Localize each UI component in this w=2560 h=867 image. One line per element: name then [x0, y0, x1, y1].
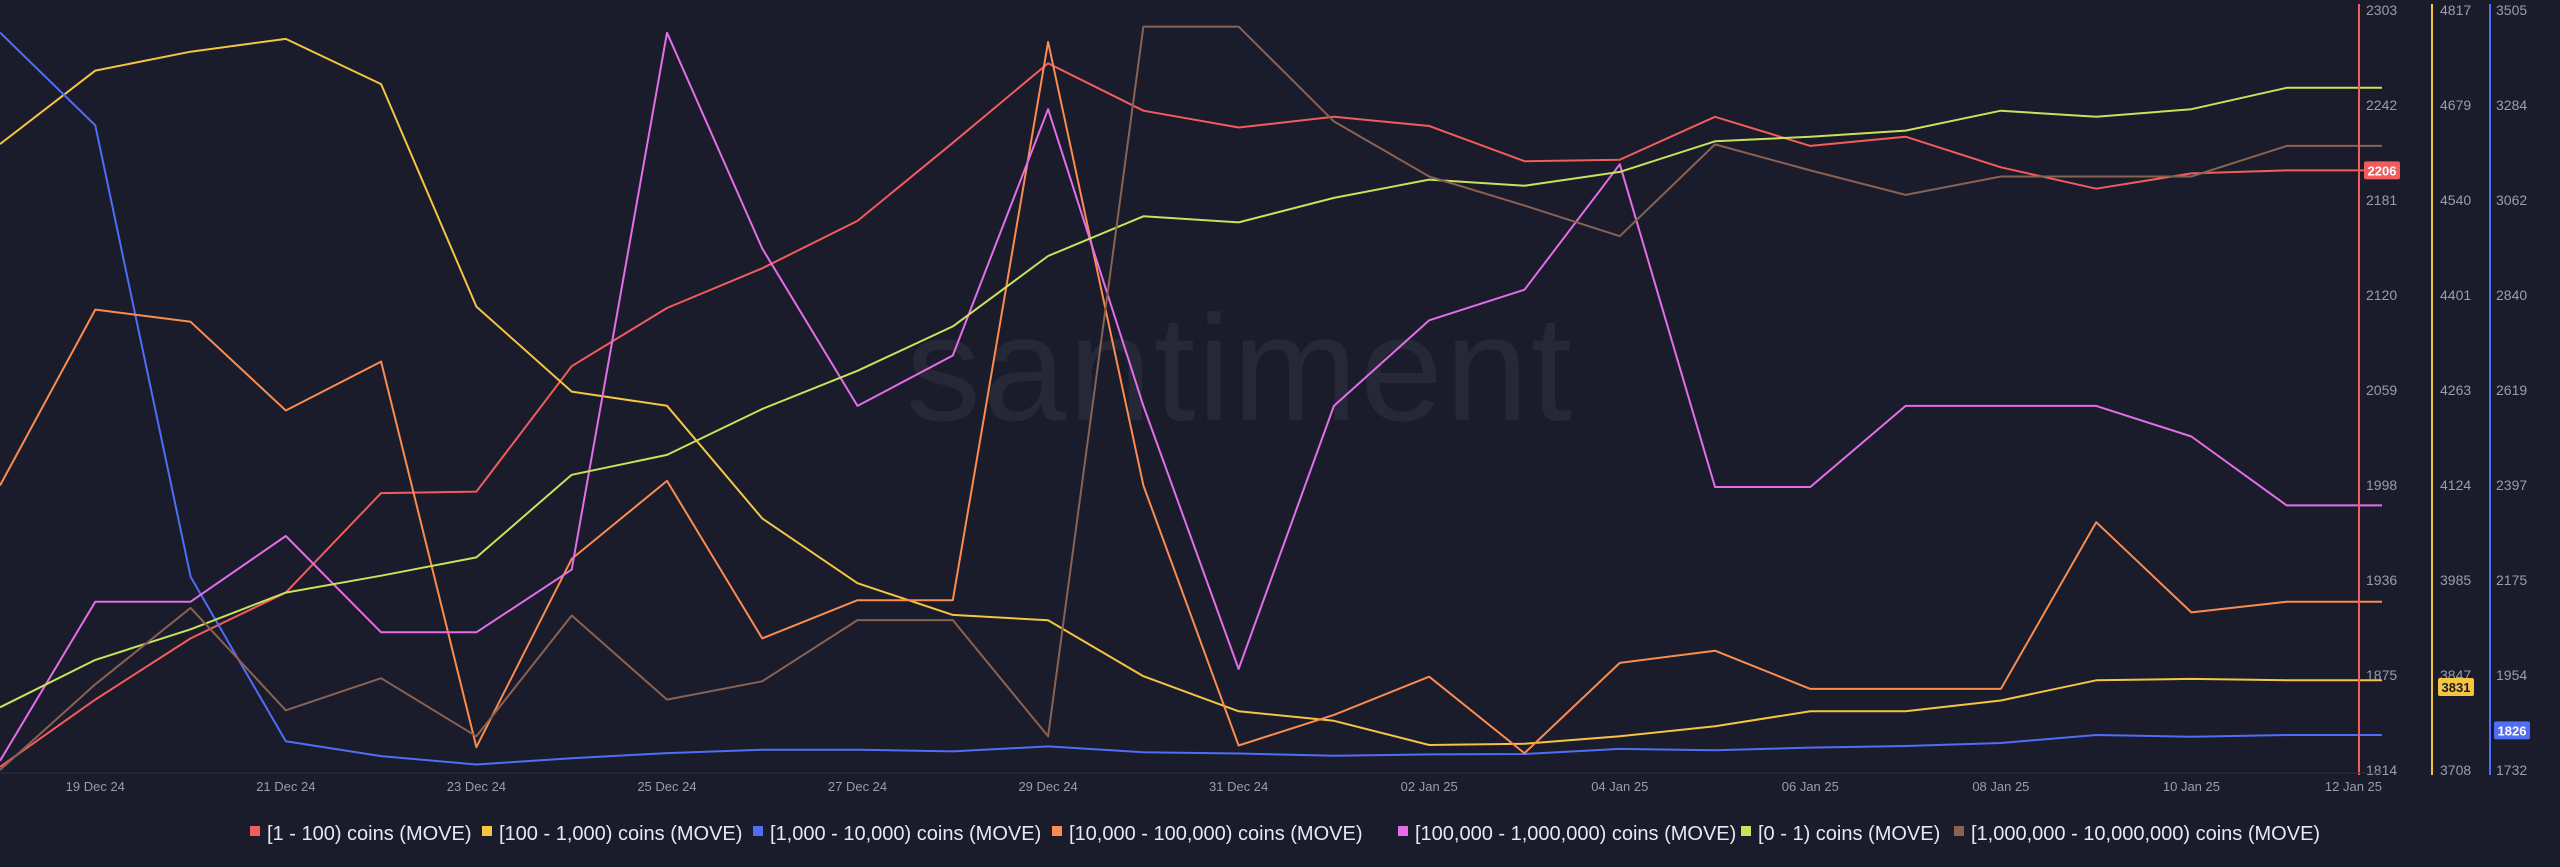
legend-item-4[interactable]: [10,000 - 100,000) coins (MOVE)	[1052, 823, 1362, 845]
legend-swatch	[482, 826, 492, 836]
axis-3-tick-label: 2619	[2496, 382, 2527, 398]
axis-1-value-badge-text: 2206	[2368, 163, 2397, 178]
legend-item-1[interactable]: [1 - 100) coins (MOVE)	[250, 823, 472, 845]
axis-2-tick-label: 4401	[2440, 287, 2471, 303]
legend-label: [0 - 1) coins (MOVE)	[1758, 823, 1940, 845]
legend-item-3[interactable]: [1,000 - 10,000) coins (MOVE)	[753, 823, 1041, 845]
axis-3-tick-label: 3505	[2496, 2, 2527, 18]
x-tick-label: 27 Dec 24	[828, 779, 887, 794]
series-line-6	[0, 86, 2382, 709]
x-tick-label: 06 Jan 25	[1782, 779, 1839, 794]
x-tick-label: 25 Dec 24	[637, 779, 696, 794]
axis-3-tick-label: 3284	[2496, 97, 2527, 113]
legend-swatch	[1954, 826, 1964, 836]
axis-1-tick-label: 1875	[2366, 667, 2397, 683]
series-line-7	[0, 25, 2382, 771]
series-line-3	[0, 31, 2382, 766]
x-tick-label: 29 Dec 24	[1018, 779, 1077, 794]
axis-3-tick-label: 2397	[2496, 477, 2527, 493]
axis-3-tick-label: 2840	[2496, 287, 2527, 303]
x-axis: 19 Dec 24 21 Dec 24 23 Dec 24 25 Dec 24 27 D…	[0, 772, 2382, 794]
legend-swatch	[1052, 826, 1062, 836]
x-tick-label: 08 Jan 25	[1972, 779, 2029, 794]
legend-label: [100 - 1,000) coins (MOVE)	[499, 823, 742, 845]
series-line-4	[0, 40, 2382, 755]
axis-2-tick-label: 4263	[2440, 382, 2471, 398]
legend-swatch	[753, 826, 763, 836]
axis-3-value-badge-text: 1826	[2498, 723, 2527, 738]
axis-2-tick-label: 4817	[2440, 2, 2471, 18]
axis-1-tick-label: 2242	[2366, 97, 2397, 113]
x-tick-label: 04 Jan 25	[1591, 779, 1648, 794]
axis-3-tick-label: 3062	[2496, 192, 2527, 208]
legend-item-2[interactable]: [100 - 1,000) coins (MOVE)	[482, 823, 742, 845]
axis-3-tick-label: 2175	[2496, 572, 2527, 588]
legend-label: [1 - 100) coins (MOVE)	[267, 823, 472, 845]
axis-1-tick-label: 2120	[2366, 287, 2397, 303]
axis-1-tick-label: 1998	[2366, 477, 2397, 493]
axis-1-tick-label: 2059	[2366, 382, 2397, 398]
x-tick-label: 23 Dec 24	[447, 779, 506, 794]
axis-2-value-badge-text: 3831	[2442, 680, 2471, 695]
legend-swatch	[250, 826, 260, 836]
series-line-1	[0, 62, 2382, 768]
legend-label: [10,000 - 100,000) coins (MOVE)	[1069, 823, 1362, 845]
axis-2-tick-label: 4679	[2440, 97, 2471, 113]
axis-1-tick-label: 2181	[2366, 192, 2397, 208]
x-tick-label: 19 Dec 24	[66, 779, 125, 794]
axis-2-tick-label: 3985	[2440, 572, 2471, 588]
axis-3-tick-label: 1732	[2496, 762, 2527, 778]
legend-swatch	[1741, 826, 1751, 836]
axis-3-value-badge	[2494, 721, 2530, 740]
legend-swatch	[1398, 826, 1408, 836]
watermark: santiment	[906, 284, 1574, 452]
axis-3-tick-label: 1954	[2496, 667, 2527, 683]
legend-item-5[interactable]: [100,000 - 1,000,000) coins (MOVE)	[1398, 823, 1736, 845]
x-tick-label: 02 Jan 25	[1401, 779, 1458, 794]
axes-layer: 2303 2242 2181 2120 2059 1998 1936 1875 1814 2206…	[2358, 2, 2530, 778]
axis-2-value-badge	[2438, 678, 2474, 697]
legend-label: [100,000 - 1,000,000) coins (MOVE)	[1415, 823, 1736, 845]
x-tick-label: 10 Jan 25	[2163, 779, 2220, 794]
legend-item-7[interactable]: [1,000,000 - 10,000,000) coins (MOVE)	[1954, 823, 2320, 845]
axis-1-tick-label: 2303	[2366, 2, 2397, 18]
legend: [1 - 100) coins (MOVE) [100 - 1,000) coin…	[250, 823, 2320, 845]
series-line-5	[0, 31, 2382, 762]
axis-1-tick-label: 1814	[2366, 762, 2397, 778]
x-tick-label: 31 Dec 24	[1209, 779, 1268, 794]
axis-1-tick-label: 1936	[2366, 572, 2397, 588]
series-layer	[0, 25, 2382, 771]
axis-1-value-badge	[2364, 161, 2400, 180]
series-line-2	[0, 37, 2382, 746]
axis-2-tick-label: 4540	[2440, 192, 2471, 208]
axis-2-tick-label: 4124	[2440, 477, 2471, 493]
x-tick-label: 21 Dec 24	[256, 779, 315, 794]
x-tick-label: 12 Jan 25	[2325, 779, 2382, 794]
axis-2-tick-label: 3708	[2440, 762, 2471, 778]
legend-item-6[interactable]: [0 - 1) coins (MOVE)	[1741, 823, 1940, 845]
legend-label: [1,000,000 - 10,000,000) coins (MOVE)	[1971, 823, 2320, 845]
legend-label: [1,000 - 10,000) coins (MOVE)	[770, 823, 1041, 845]
